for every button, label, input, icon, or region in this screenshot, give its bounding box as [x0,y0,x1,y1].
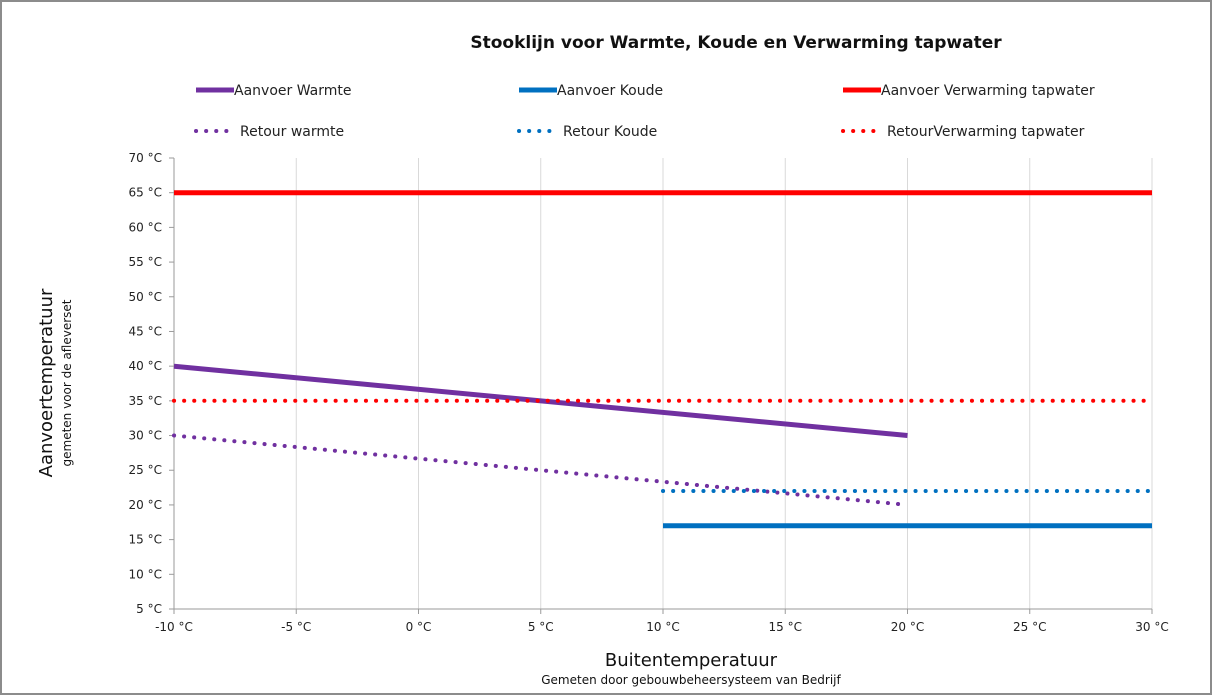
legend-label-3: Retour warmte [240,124,344,140]
x-tick-label-2: 0 °C [406,620,432,634]
legend-label-2: Aanvoer Verwarming tapwater [881,83,1095,99]
y-axis-title: Aanvoertemperatuur [36,288,57,477]
series-lines [172,190,1154,529]
y-tick-label-10: 55 °C [129,255,162,269]
tick-labels: 5 °C 10 °C 15 °C 20 °C 25 °C 30 °C 35 °C 40 °C 4… [129,151,1169,634]
y-tick-label-6: 35 °C [129,394,162,408]
x-tick-label-0: -10 °C [155,620,193,634]
legend-label-1: Aanvoer Koude [557,83,663,99]
y-axis-subtitle: gemeten voor de afleverset [60,299,74,466]
x-tick-label-1: -5 °C [281,620,311,634]
series-line-3 [172,433,910,507]
y-tick-label-12: 65 °C [129,186,162,200]
legend-label-4: Retour Koude [563,124,657,140]
y-tick-label-3: 20 °C [129,498,162,512]
x-tick-label-4: 10 °C [646,620,679,634]
legend-label-5: RetourVerwarming tapwater [887,124,1085,140]
legend-label-0: Aanvoer Warmte [234,83,351,99]
x-tick-label-7: 25 °C [1013,620,1046,634]
x-tick-label-3: 5 °C [528,620,554,634]
chart-title: Stooklijn voor Warmte, Koude en Verwarmi… [470,33,1002,53]
y-tick-label-2: 15 °C [129,533,162,547]
y-tick-label-13: 70 °C [129,151,162,165]
y-tick-label-0: 5 °C [136,602,162,616]
y-tick-label-1: 10 °C [129,567,162,581]
legend: Aanvoer Warmte Aanvoer Koude Aanvoer Verwa… [194,83,1095,140]
x-axis-subtitle: Gemeten door gebouwbeheersysteem van Bed… [541,673,841,687]
y-tick-label-8: 45 °C [129,324,162,338]
x-axis-title: Buitentemperatuur [605,650,778,671]
y-tick-label-4: 25 °C [129,463,162,477]
x-tick-label-5: 15 °C [769,620,802,634]
y-tick-label-11: 60 °C [129,220,162,234]
series-line-0 [173,363,908,438]
y-tick-label-7: 40 °C [129,359,162,373]
axes [169,157,1153,614]
x-tick-label-6: 20 °C [891,620,924,634]
x-tick-label-8: 30 °C [1135,620,1168,634]
y-tick-label-9: 50 °C [129,290,162,304]
grid-lines [173,158,1153,609]
y-tick-label-5: 30 °C [129,429,162,443]
